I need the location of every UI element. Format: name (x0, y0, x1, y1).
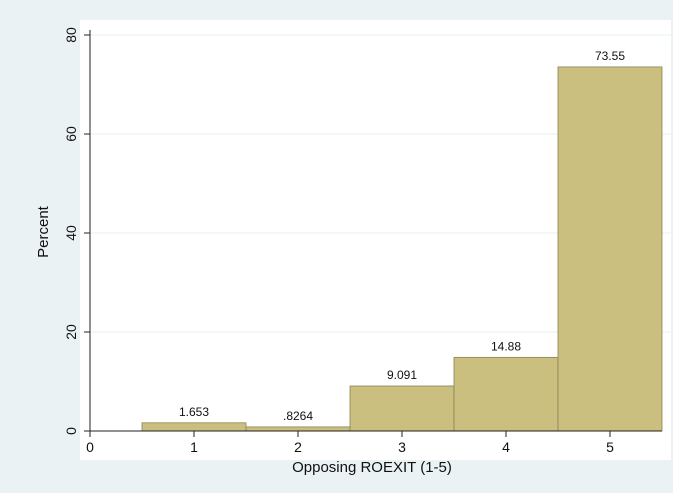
x-tick-label: 0 (86, 439, 94, 455)
bars (141, 66, 663, 432)
x-axis-label: Opposing ROEXIT (1-5) (292, 459, 452, 476)
bar-value-label: 14.88 (491, 339, 521, 353)
y-tick-label: 40 (63, 225, 79, 241)
y-axis-label: Percent (35, 205, 52, 258)
x-tick-label: 2 (294, 439, 302, 455)
x-tick-label: 5 (606, 439, 614, 455)
bar (245, 426, 351, 432)
bar (557, 66, 663, 432)
bar-value-label: .8264 (283, 409, 313, 423)
bar-value-label: 9.091 (387, 368, 417, 382)
bar-value-label: 1.653 (179, 405, 209, 419)
y-tick-label: 0 (63, 427, 79, 435)
y-tick-label: 60 (63, 126, 79, 142)
axes: 0 20 40 60 80 0 1 2 3 4 5 (63, 27, 662, 455)
x-tick-label: 4 (502, 439, 510, 455)
y-tick-label: 80 (63, 27, 79, 43)
bar (453, 356, 559, 432)
x-tick-label: 3 (398, 439, 406, 455)
y-tick-label: 20 (63, 324, 79, 340)
x-tick-label: 1 (190, 439, 198, 455)
bar-value-label: 73.55 (595, 49, 625, 63)
bar (141, 422, 247, 432)
bar-value-labels: 1.653 .8264 9.091 14.88 73.55 (179, 49, 625, 423)
bar (349, 385, 455, 432)
